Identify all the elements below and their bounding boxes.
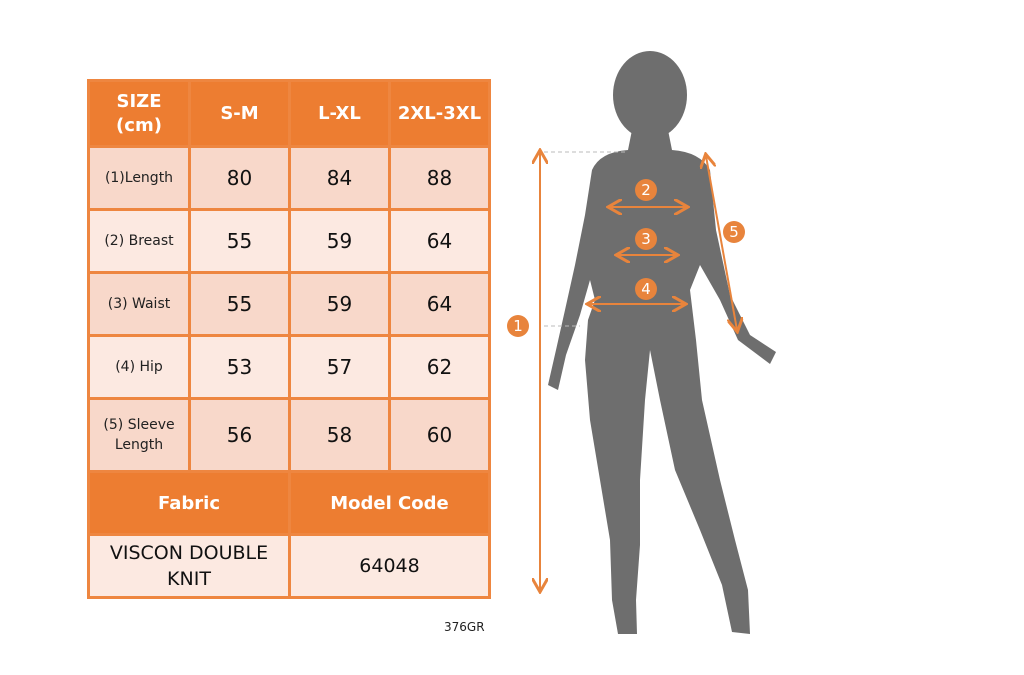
row-label: (1)Length [87,145,191,211]
cell: 80 [188,145,291,211]
silhouette-head [613,51,687,139]
marker-2-label: 2 [641,181,651,199]
table-row: (1)Length 80 84 88 [87,145,491,211]
table-row: (3) Waist 55 59 64 [87,271,491,337]
cell: 57 [288,334,391,400]
row-label: (3) Waist [87,271,191,337]
model-code-value: 64048 [288,533,491,599]
cell: 59 [288,208,391,274]
marker-2 [635,179,657,201]
cell: 84 [288,145,391,211]
marker-3 [635,228,657,250]
header-s-m: S-M [188,79,291,148]
silhouette [548,51,776,634]
marker-4-label: 4 [641,280,651,298]
cell: 53 [188,334,291,400]
cell: 64 [388,271,491,337]
cell: 64 [388,208,491,274]
cell: 62 [388,334,491,400]
fabric-value-row: VISCON DOUBLE KNIT 64048 [87,533,491,599]
cell: 59 [288,271,391,337]
header-2xl-3xl: 2XL-3XL [388,79,491,148]
row-label: (4) Hip [87,334,191,400]
cell: 88 [388,145,491,211]
silhouette-body [548,130,776,634]
header-size: SIZE (cm) [87,79,191,148]
row-label: (2) Breast [87,208,191,274]
row-label: (5) Sleeve Length [87,397,191,473]
size-table: SIZE (cm) S-M L-XL 2XL-3XL (1)Length 80 … [87,79,491,599]
product-code: 376GR [444,620,485,634]
table-row: (5) Sleeve Length 56 58 60 [87,397,491,473]
fabric-header-row: Fabric Model Code [87,470,491,536]
sleeve-arrow [706,156,737,330]
cell: 56 [188,397,291,473]
table-row: (4) Hip 53 57 62 [87,334,491,400]
cell: 55 [188,208,291,274]
cell: 60 [388,397,491,473]
marker-3-label: 3 [641,230,651,248]
marker-1 [507,315,529,337]
markers [507,179,745,337]
marker-4 [635,278,657,300]
marker-1-label: 1 [513,317,523,335]
marker-5 [723,221,745,243]
fabric-value: VISCON DOUBLE KNIT [87,533,291,599]
cell: 58 [288,397,391,473]
table-row: (2) Breast 55 59 64 [87,208,491,274]
cell: 55 [188,271,291,337]
model-code-header: Model Code [288,470,491,536]
header-row: SIZE (cm) S-M L-XL 2XL-3XL [87,79,491,148]
marker-5-label: 5 [729,223,739,241]
fabric-header: Fabric [87,470,291,536]
header-l-xl: L-XL [288,79,391,148]
